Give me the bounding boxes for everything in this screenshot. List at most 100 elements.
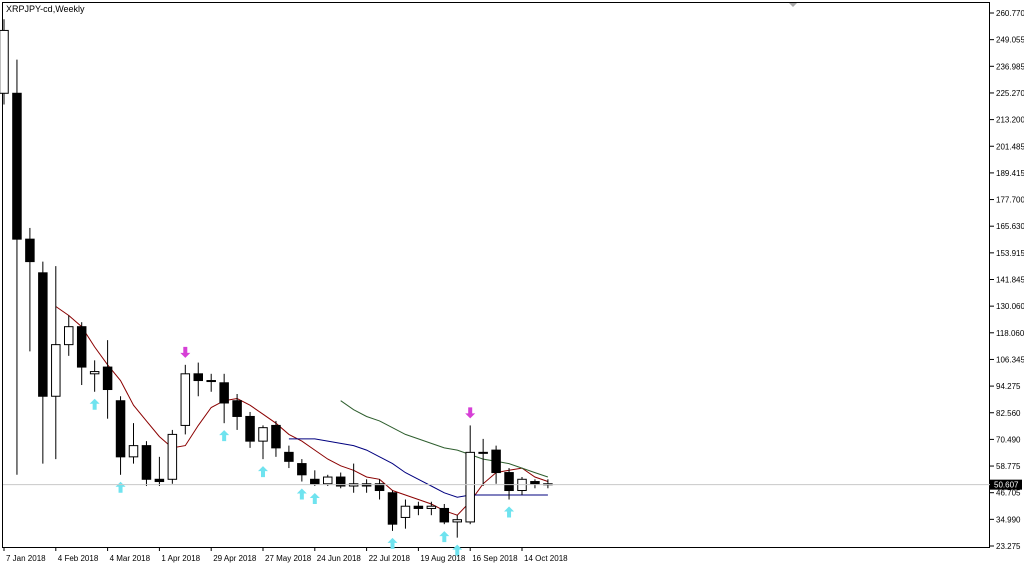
candle-body xyxy=(0,29,9,94)
candle xyxy=(76,322,87,386)
arrow-up-icon xyxy=(258,466,268,478)
y-tick-label: 213.200 xyxy=(996,116,1024,125)
candle-body xyxy=(297,463,307,476)
candle-body xyxy=(64,326,74,346)
candle xyxy=(400,499,411,529)
candle-body xyxy=(310,478,320,485)
candle-body xyxy=(478,451,488,454)
ma-slow-line xyxy=(340,400,549,478)
x-tick-label: 27 May 2018 xyxy=(265,554,312,563)
candle xyxy=(89,360,100,392)
candle-body xyxy=(89,371,100,375)
candle xyxy=(323,474,333,487)
candle xyxy=(128,423,139,464)
candle-body xyxy=(206,380,216,383)
arrow-up-icon xyxy=(296,488,307,500)
candle-body xyxy=(387,492,398,525)
candle xyxy=(167,429,178,484)
candle-body xyxy=(219,382,229,404)
y-tick-label: 34.990 xyxy=(996,515,1021,524)
candle xyxy=(219,373,229,424)
candle xyxy=(141,441,152,487)
y-tick-label: 82.560 xyxy=(996,409,1021,418)
y-tick-label: 46.705 xyxy=(996,489,1021,498)
x-tick-label: 7 Jan 2018 xyxy=(6,554,46,563)
candle-body xyxy=(232,400,242,417)
candle-body xyxy=(193,373,203,382)
arrow-down-icon xyxy=(180,346,191,358)
candle xyxy=(361,479,372,493)
candle xyxy=(180,364,191,435)
y-tick-label: 23.275 xyxy=(996,542,1021,551)
candle-body xyxy=(102,366,113,391)
candle-body xyxy=(141,445,152,480)
candle-body xyxy=(439,507,450,523)
y-tick-label: 141.845 xyxy=(996,276,1024,285)
candle xyxy=(478,438,488,487)
x-tick-label: 22 Jul 2018 xyxy=(369,554,411,563)
candle-body xyxy=(12,92,22,240)
arrow-up-icon xyxy=(387,537,398,549)
candle xyxy=(25,227,35,352)
arrow-up-icon xyxy=(115,481,126,493)
candle xyxy=(154,456,165,487)
x-tick-label: 29 Apr 2018 xyxy=(213,554,257,563)
y-tick-label: 236.985 xyxy=(996,62,1024,71)
candle xyxy=(348,463,359,493)
ma-mid-line xyxy=(288,438,548,498)
y-tick-label: 153.915 xyxy=(996,249,1024,258)
y-tick-label: 165.630 xyxy=(996,222,1024,231)
candle xyxy=(335,472,346,489)
candle xyxy=(374,479,385,500)
x-tick-label: 4 Mar 2018 xyxy=(110,554,151,563)
arrow-up-icon xyxy=(219,430,230,442)
candle-body xyxy=(167,433,178,480)
x-tick-label: 16 Sep 2018 xyxy=(472,554,518,563)
candle xyxy=(439,503,450,525)
y-tick-label: 94.275 xyxy=(996,382,1021,391)
arrow-up-icon xyxy=(89,398,100,410)
candle xyxy=(426,501,437,516)
x-tick-label: 19 Aug 2018 xyxy=(420,554,465,563)
x-tick-label: 24 Jun 2018 xyxy=(317,554,362,563)
candle xyxy=(64,315,74,356)
y-tick-label: 58.775 xyxy=(996,462,1021,471)
y-tick-label: 177.700 xyxy=(996,196,1024,205)
candle-body xyxy=(245,415,255,442)
x-tick-label: 14 Oct 2018 xyxy=(524,554,568,563)
candle-body xyxy=(452,519,462,523)
candle xyxy=(452,515,462,538)
candle xyxy=(232,394,242,430)
candle xyxy=(0,19,9,105)
arrow-up-icon xyxy=(452,544,463,556)
candle xyxy=(193,362,203,397)
candle-body xyxy=(76,326,87,368)
candle-body xyxy=(271,424,281,449)
candle xyxy=(245,411,255,448)
candle xyxy=(271,420,281,457)
candle xyxy=(310,470,320,487)
candle xyxy=(530,479,540,489)
current-price-badge xyxy=(990,479,1022,490)
candle-body xyxy=(154,478,165,483)
candle-body xyxy=(258,427,268,442)
y-tick-label: 225.270 xyxy=(996,89,1024,98)
candle-body xyxy=(400,505,411,518)
candle-body xyxy=(25,238,35,263)
candle-body xyxy=(374,483,385,492)
candle xyxy=(297,459,307,482)
candle xyxy=(115,396,126,475)
candle xyxy=(51,266,61,460)
candle xyxy=(387,490,398,531)
candle-body xyxy=(465,451,475,523)
candle xyxy=(465,425,475,525)
candle xyxy=(284,445,294,469)
y-tick-label: 70.490 xyxy=(996,435,1021,444)
y-tick-label: 118.060 xyxy=(996,329,1024,338)
candle xyxy=(504,468,514,500)
arrow-up-icon xyxy=(504,506,515,518)
candle-body xyxy=(491,449,501,474)
candle-body xyxy=(284,451,294,462)
